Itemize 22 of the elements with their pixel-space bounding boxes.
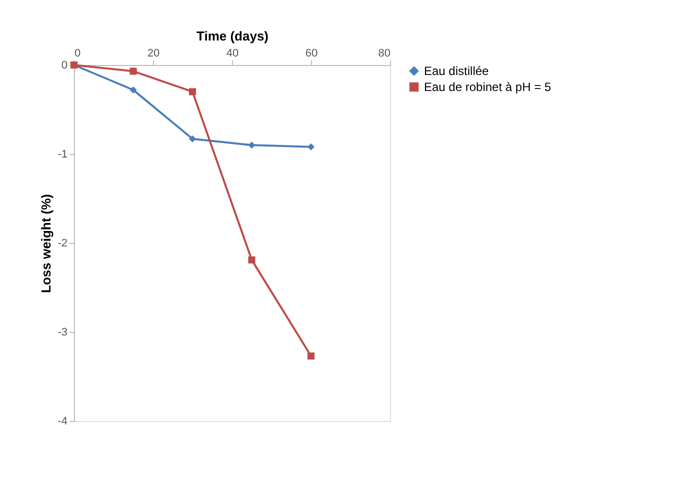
legend-label: Eau de robinet à pH = 5 — [424, 80, 552, 94]
point — [307, 352, 315, 360]
x-tick-label: 40 — [226, 48, 239, 60]
point — [307, 143, 315, 150]
x-tick-label: 20 — [147, 48, 160, 60]
x-tick-label: 0 — [74, 48, 81, 60]
point — [130, 86, 137, 94]
x-axis-title: Time (days) — [196, 28, 269, 44]
x-tick-label: 60 — [305, 48, 318, 60]
point — [248, 256, 256, 264]
y-tick-label: -1 — [58, 148, 68, 160]
y-tick-label: -4 — [58, 416, 68, 428]
point — [248, 142, 256, 149]
legend-label: Eau distillée — [424, 64, 490, 78]
point — [130, 68, 137, 75]
y-tick-label: 0 — [61, 60, 68, 72]
x-tick-label: 80 — [378, 48, 390, 60]
point — [188, 88, 196, 96]
y-tick-label: -3 — [58, 326, 68, 338]
y-tick-label: -2 — [58, 238, 68, 250]
y-axis-title: Loss weight (%) — [38, 194, 54, 293]
point — [188, 135, 196, 142]
